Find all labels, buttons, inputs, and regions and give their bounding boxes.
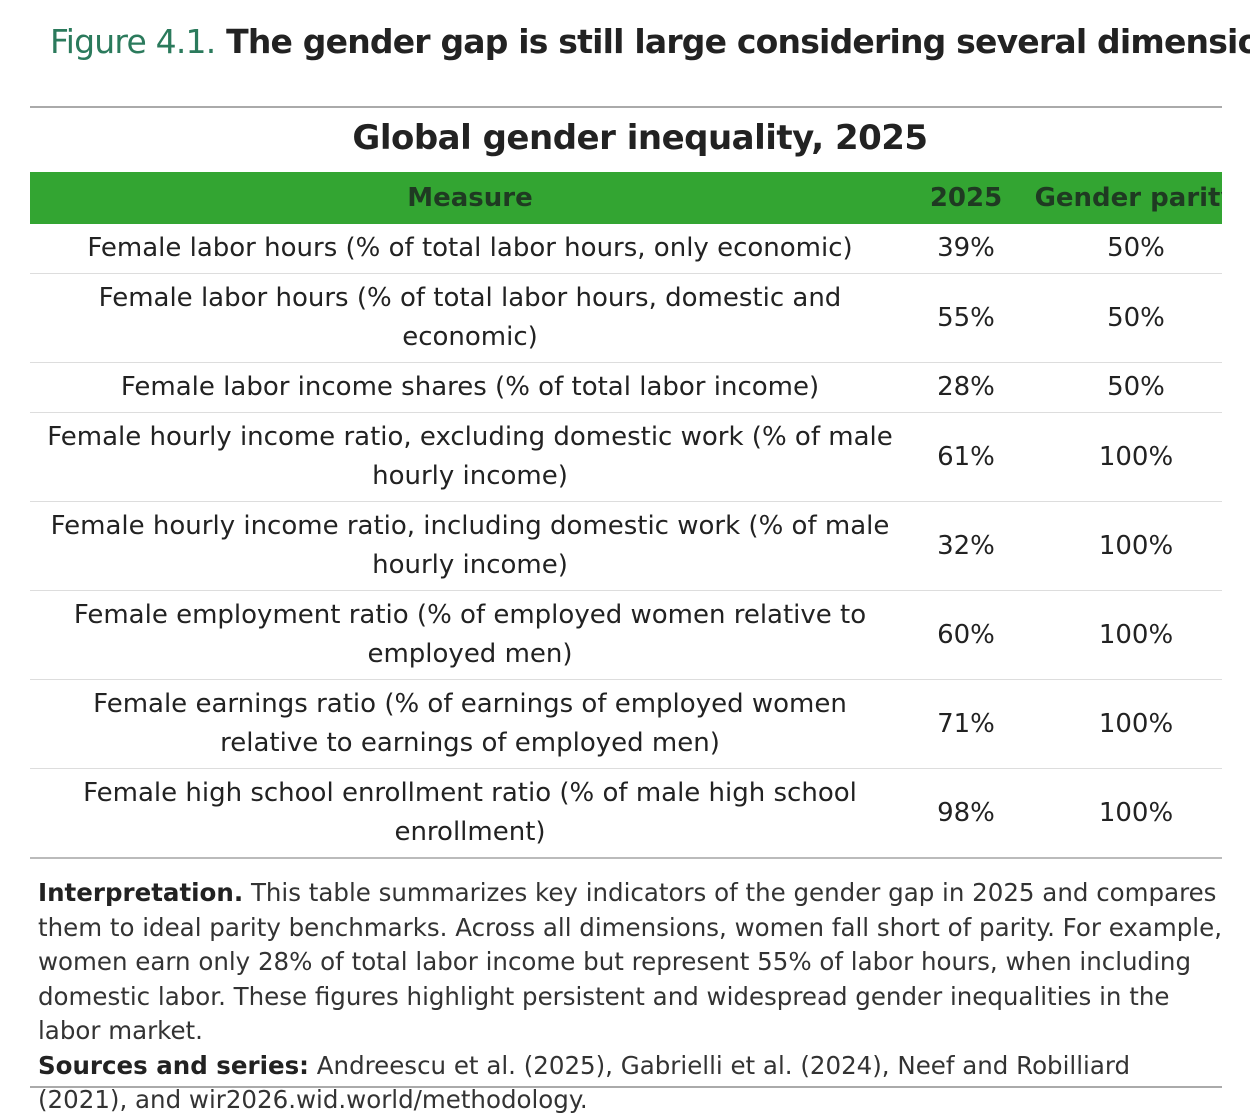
notes: Interpretation. This table summarizes ke…	[38, 876, 1223, 1118]
value-cell: 61%	[910, 412, 1022, 502]
value-cell: 50%	[1022, 224, 1222, 274]
value-cell: 71%	[910, 679, 1022, 769]
table-row: Female labor income shares (% of total l…	[30, 362, 1222, 413]
figure-label: Figure 4.1.	[50, 22, 216, 61]
header-row: Measure 2025 Gender parity	[30, 172, 1222, 224]
table-row: Female labor hours (% of total labor hou…	[30, 273, 1222, 363]
measure-cell: Female hourly income ratio, including do…	[30, 501, 910, 591]
table-row: Female hourly income ratio, excluding do…	[30, 412, 1222, 502]
measure-cell: Female high school enrollment ratio (% o…	[30, 768, 910, 859]
column-header: Measure	[30, 172, 910, 224]
value-cell: 50%	[1022, 273, 1222, 363]
value-cell: 98%	[910, 768, 1022, 859]
interpretation-label: Interpretation.	[38, 878, 244, 907]
measure-cell: Female labor income shares (% of total l…	[30, 362, 910, 413]
bottom-rule	[30, 1086, 1222, 1088]
table-row: Female employment ratio (% of employed w…	[30, 590, 1222, 680]
column-header: Gender parity	[1022, 172, 1222, 224]
table-row: Female earnings ratio (% of earnings of …	[30, 679, 1222, 769]
value-cell: 60%	[910, 590, 1022, 680]
measure-cell: Female employment ratio (% of employed w…	[30, 590, 910, 680]
table-row: Female hourly income ratio, including do…	[30, 501, 1222, 591]
sources-text: Andreescu et al. (2025), Gabrielli et al…	[38, 1050, 1131, 1115]
value-cell: 28%	[910, 362, 1022, 413]
value-cell: 100%	[1022, 768, 1222, 859]
value-cell: 100%	[1022, 412, 1222, 502]
measure-cell: Female hourly income ratio, excluding do…	[30, 412, 910, 502]
value-cell: 100%	[1022, 501, 1222, 591]
interpretation: Interpretation. This table summarizes ke…	[38, 876, 1223, 1049]
value-cell: 39%	[910, 224, 1022, 274]
table-row: Female labor hours (% of total labor hou…	[30, 224, 1222, 274]
table-body: Female labor hours (% of total labor hou…	[30, 224, 1222, 859]
figure-heading: The gender gap is still large considerin…	[226, 22, 1250, 61]
column-header: 2025	[910, 172, 1022, 224]
table-wrap: Measure 2025 Gender parity Female labor …	[30, 172, 1222, 859]
sources: Sources and series: Andreescu et al. (20…	[38, 1049, 1223, 1118]
value-cell: 100%	[1022, 590, 1222, 680]
value-cell: 50%	[1022, 362, 1222, 413]
measure-cell: Female earnings ratio (% of earnings of …	[30, 679, 910, 769]
value-cell: 55%	[910, 273, 1022, 363]
value-cell: 100%	[1022, 679, 1222, 769]
figure-title: Figure 4.1. The gender gap is still larg…	[50, 22, 1250, 61]
table: Measure 2025 Gender parity Female labor …	[30, 172, 1222, 859]
measure-cell: Female labor hours (% of total labor hou…	[30, 224, 910, 274]
value-cell: 32%	[910, 501, 1022, 591]
table-title: Global gender inequality, 2025	[352, 118, 928, 158]
top-rule	[30, 106, 1222, 108]
measure-cell: Female labor hours (% of total labor hou…	[30, 273, 910, 363]
interpretation-text: This table summarizes key indicators of …	[38, 878, 1222, 1045]
table-row: Female high school enrollment ratio (% o…	[30, 768, 1222, 859]
sources-label: Sources and series:	[38, 1050, 309, 1080]
